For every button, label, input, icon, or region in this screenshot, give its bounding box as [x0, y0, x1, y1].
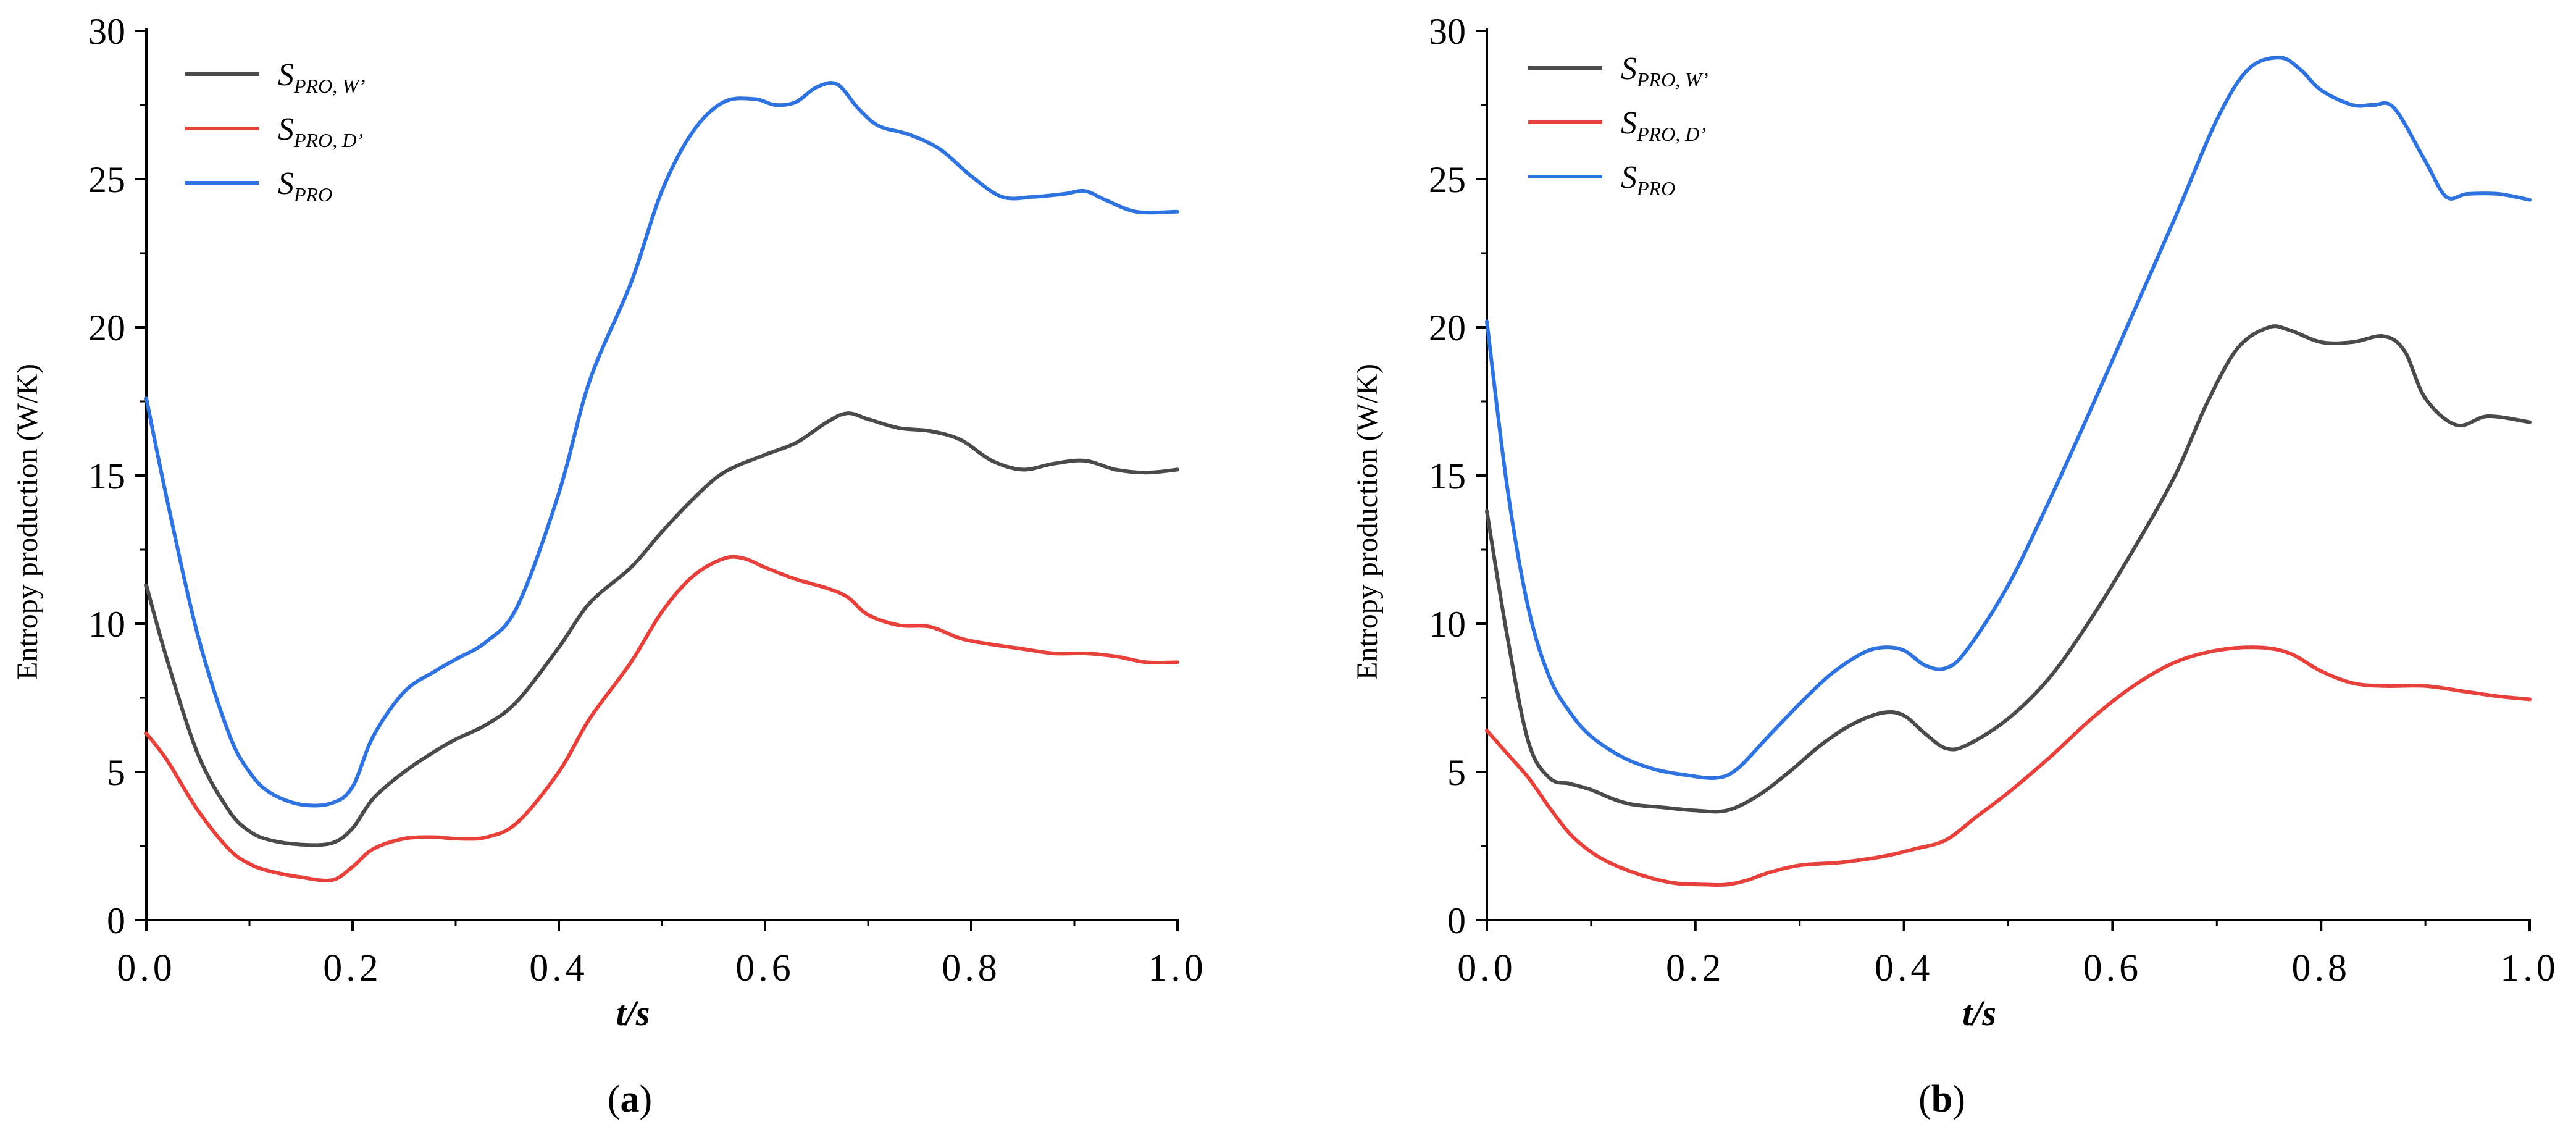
y-tick-label: 20 [1429, 308, 1466, 348]
legend: SPRO, W’SPRO, D’SPRO [185, 57, 366, 206]
x-tick-label: 0.2 [1666, 947, 1725, 989]
legend-label-sub: PRO, W’ [293, 75, 366, 97]
y-tick-label: 10 [88, 604, 125, 645]
legend-label-sub: PRO [1636, 177, 1675, 199]
y-tick-label: 15 [1429, 456, 1466, 497]
x-tick-label: 1.0 [2500, 947, 2559, 989]
panel-label-close: ) [640, 1078, 653, 1120]
x-tick-label: 0.4 [529, 947, 588, 989]
y-axis-title: Entropy production (W/K) [1351, 364, 1384, 680]
legend-label: SPRO, D’ [1621, 106, 1706, 145]
x-axis-title: t/s [616, 993, 650, 1033]
legend-label-sub: PRO, D’ [1636, 123, 1706, 145]
y-tick-label: 5 [1447, 752, 1466, 793]
y-tick-label: 20 [88, 308, 125, 348]
y-tick-label: 0 [107, 900, 125, 941]
chart-panel-a: 0 5 10 15 20 25 30 0.0 0.2 0.4 0.6 0.8 1.0 t/s Entropy… [11, 11, 1207, 1120]
y-tick-label: 0 [1447, 900, 1466, 941]
legend-label: SPRO [1621, 160, 1675, 199]
legend-label-main: S [1621, 160, 1637, 195]
legend-label-sub: PRO [293, 183, 332, 206]
legend-label-main: S [278, 166, 294, 201]
legend-label-main: S [278, 112, 294, 147]
y-tick-label: 15 [88, 456, 125, 497]
y-tick-label: 30 [1429, 11, 1466, 52]
y-tick-label: 10 [1429, 604, 1466, 645]
series-line-s-pro-w [1485, 324, 2532, 814]
panel-label: (a) [608, 1078, 652, 1120]
series-line-s-pro-d [1485, 645, 2532, 887]
legend-label-sub: PRO, D’ [293, 129, 363, 151]
legend-label-main: S [278, 57, 294, 93]
x-tick-label: 0.8 [942, 947, 1001, 989]
y-axis-title: Entropy production (W/K) [11, 364, 44, 680]
x-tick-label: 0.6 [735, 947, 795, 989]
legend-label-sub: PRO, W’ [1636, 69, 1708, 91]
x-axis-title: t/s [1962, 993, 1996, 1033]
legend: SPRO, W’SPRO, D’SPRO [1528, 51, 1708, 199]
x-tick-label: 0.0 [1457, 947, 1516, 989]
panel-label: (b) [1918, 1078, 1965, 1120]
legend-label: SPRO, W’ [1621, 51, 1708, 91]
series-line-s-pro [144, 81, 1179, 808]
legend-label-main: S [1621, 51, 1637, 86]
y-tick-label: 25 [88, 159, 125, 200]
legend-label: SPRO, D’ [278, 112, 363, 151]
panel-label-letter: b [1931, 1078, 1952, 1120]
y-tick-label: 25 [1429, 159, 1466, 200]
x-tick-label: 0.4 [1875, 947, 1934, 989]
x-tick-label: 0.8 [2291, 947, 2351, 989]
chart-panel-b: 0 5 10 15 20 25 30 0.0 0.2 0.4 0.6 0.8 1.0 t/s Entropy… [1351, 11, 2559, 1120]
series-line-s-pro-d [144, 555, 1179, 882]
x-tick-label: 1.0 [1148, 947, 1207, 989]
x-tick-label: 0.2 [323, 947, 382, 989]
legend-label-main: S [1621, 106, 1637, 141]
x-tick-label: 0.0 [117, 947, 176, 989]
y-tick-label: 30 [88, 11, 125, 52]
panel-label-open: ( [1918, 1078, 1931, 1120]
x-tick-label: 0.6 [2083, 947, 2143, 989]
panel-label-open: ( [608, 1078, 621, 1120]
panel-label-letter: a [621, 1078, 640, 1120]
legend-label: SPRO [278, 166, 332, 206]
legend-label: SPRO, W’ [278, 57, 366, 97]
y-tick-label: 5 [107, 752, 125, 793]
series-line-s-pro-w [144, 411, 1179, 847]
panel-label-close: ) [1952, 1078, 1965, 1120]
series-line-s-pro [1485, 56, 2532, 780]
